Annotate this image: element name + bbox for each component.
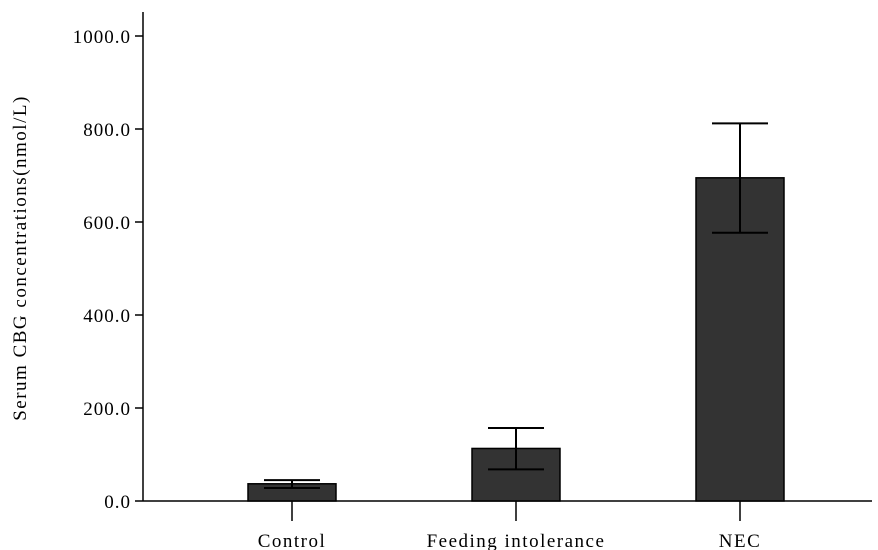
y-tick-label: 400.0 bbox=[83, 306, 131, 327]
x-axis bbox=[143, 500, 872, 521]
x-tick-label: Feeding intolerance bbox=[427, 531, 606, 550]
y-axis-title: Serum CBG concentrations(nmol/L) bbox=[10, 95, 31, 421]
y-axis: 0.0 200.0 400.0 600.0 800.0 1000.0 bbox=[73, 12, 144, 513]
y-tick-label: 600.0 bbox=[83, 213, 131, 234]
y-tick-label: 0.0 bbox=[104, 492, 131, 513]
y-tick-label: 800.0 bbox=[83, 120, 131, 141]
error-bars bbox=[264, 122, 768, 489]
labels: Control Feeding intolerance NEC Serum CBG c… bbox=[10, 95, 762, 550]
y-tick-label: 200.0 bbox=[83, 399, 131, 420]
x-tick-label: NEC bbox=[719, 531, 762, 550]
bar-feeding-intolerance bbox=[471, 447, 561, 502]
x-tick-label: Control bbox=[258, 531, 327, 550]
y-tick-label: 1000.0 bbox=[73, 27, 131, 48]
